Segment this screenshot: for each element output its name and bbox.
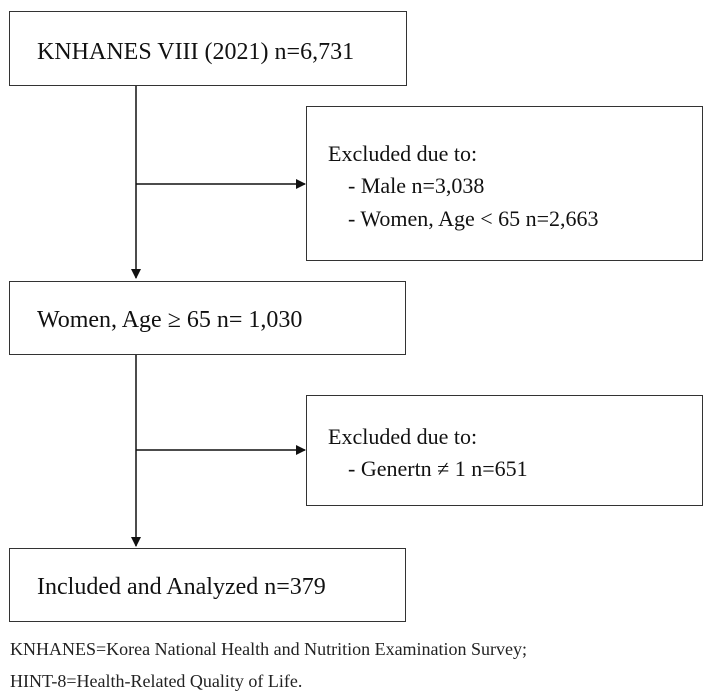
exclusion-1-heading: Excluded due to: bbox=[328, 141, 478, 166]
exclusion-box-1: Excluded due to: - Male n=3,038 - Women,… bbox=[306, 106, 703, 261]
exclusion-1-item-male: - Male n=3,038 bbox=[348, 173, 485, 198]
exclusion-2-heading: Excluded due to: bbox=[328, 424, 478, 449]
exclusion-2-item-genertn: - Genertn ≠ 1 n=651 bbox=[348, 456, 528, 481]
final-box: Included and Analyzed n=379 bbox=[9, 548, 406, 622]
exclusion-1-item-young-women: - Women, Age < 65 n=2,663 bbox=[348, 206, 599, 231]
exclusion-box-2: Excluded due to: - Genertn ≠ 1 n=651 bbox=[306, 395, 703, 506]
subgroup-label: Women, Age ≥ 65 n= 1,030 bbox=[37, 307, 303, 333]
subgroup-box: Women, Age ≥ 65 n= 1,030 bbox=[9, 281, 406, 355]
source-label: KNHANES VIII (2021) n=6,731 bbox=[37, 39, 355, 65]
final-label: Included and Analyzed n=379 bbox=[37, 574, 326, 600]
source-box: KNHANES VIII (2021) n=6,731 bbox=[9, 11, 407, 86]
footnote-knhanes: KNHANES=Korea National Health and Nutrit… bbox=[10, 639, 528, 659]
footnote-hint8: HINT-8=Health-Related Quality of Life. bbox=[10, 671, 303, 691]
